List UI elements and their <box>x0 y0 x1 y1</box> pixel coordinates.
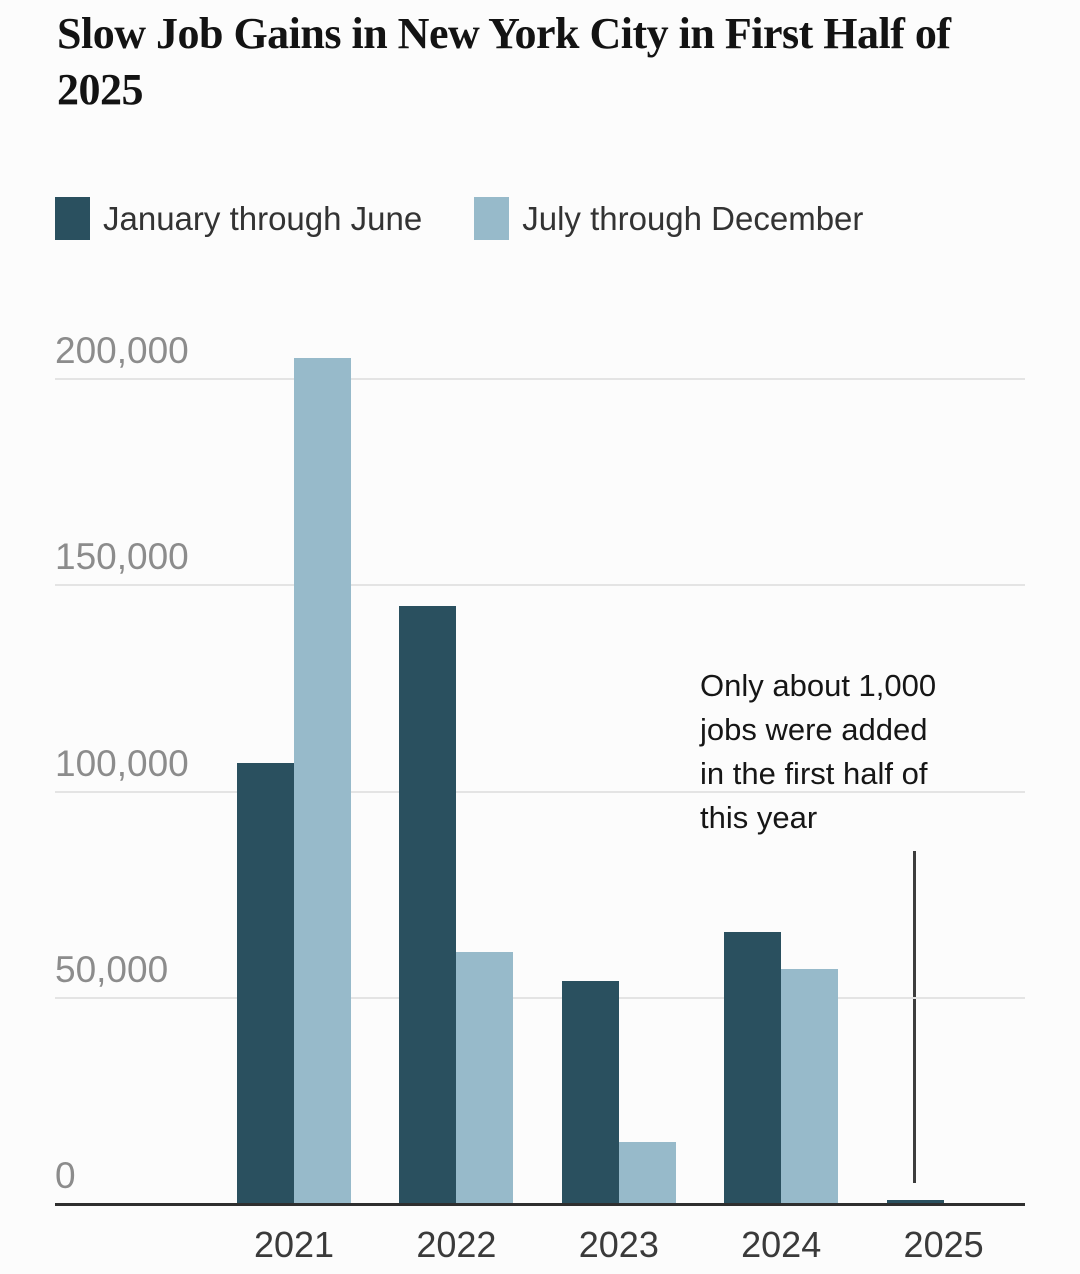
legend-swatch-jul-dec-icon <box>474 197 510 240</box>
gridline-200000 <box>55 378 1025 380</box>
y-axis-label-200000: 200,000 <box>55 330 189 371</box>
annotation-line: in the first half of <box>700 756 928 791</box>
gridline-100000 <box>55 790 1025 793</box>
annotation-line: this year <box>700 800 818 835</box>
x-axis-label-2025: 2025 <box>903 1224 984 1265</box>
x-axis-label-2021: 2021 <box>253 1224 335 1265</box>
y-axis-label-150000: 150,000 <box>55 536 189 578</box>
legend-swatch-jan-jun-icon <box>55 197 90 240</box>
bar-2022-jul-dec <box>456 952 514 1204</box>
x-axis-line <box>55 1203 1025 1206</box>
legend: January through June July through Decemb… <box>55 197 863 240</box>
bar-2024-jan-jun <box>724 931 782 1204</box>
bar-2021-jul-dec <box>294 358 351 1204</box>
y-axis-label-0: 0 <box>55 1155 76 1196</box>
y-axis-label-50000: 50,000 <box>55 948 169 990</box>
bar-2023-jul-dec <box>618 1142 676 1204</box>
legend-item-jul-dec: July through December <box>474 197 863 240</box>
annotation-line: jobs were added <box>700 712 928 747</box>
legend-label-jul-dec: July through December <box>522 199 864 237</box>
chart-title: Slow Job Gains in New York City in First… <box>57 9 951 115</box>
legend-item-jan-jun: January through June <box>55 197 422 240</box>
bar-2024-jul-dec <box>781 968 839 1204</box>
x-axis-label-2023: 2023 <box>578 1224 659 1265</box>
x-axis-label-2024: 2024 <box>741 1224 822 1265</box>
gridline-50000 <box>55 996 1025 999</box>
bar-2021-jan-jun <box>237 762 294 1204</box>
x-axis-label-2022: 2022 <box>416 1224 497 1265</box>
legend-label-jan-jun: January through June <box>103 199 423 237</box>
y-axis-label-100000: 100,000 <box>55 742 189 784</box>
bar-2022-jan-jun <box>399 605 457 1204</box>
bar-2025-jan-jun <box>886 1199 944 1204</box>
annotation-text: Only about 1,000 jobs were added in the … <box>700 664 1020 840</box>
bar-2023-jan-jun <box>561 981 619 1204</box>
annotation-pointer-line <box>913 851 916 1183</box>
annotation-line: Only about 1,000 <box>700 668 937 703</box>
gridline-150000 <box>55 584 1025 587</box>
